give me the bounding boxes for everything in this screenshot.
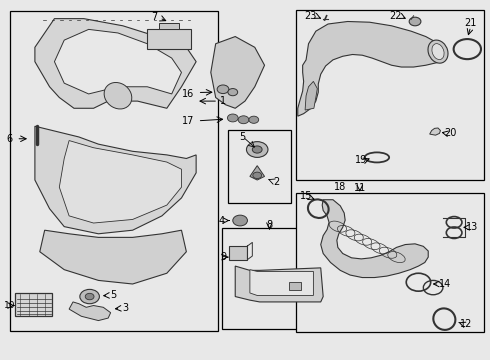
Bar (10, 12, 218, 330)
Polygon shape (430, 128, 441, 135)
Circle shape (80, 289, 99, 304)
Ellipse shape (104, 82, 132, 109)
Polygon shape (35, 19, 196, 108)
Text: 18: 18 (334, 182, 346, 192)
Bar (229, 246, 247, 260)
Text: 10: 10 (4, 301, 15, 310)
Circle shape (252, 146, 262, 153)
Text: 5: 5 (240, 132, 245, 142)
Text: 2: 2 (273, 177, 280, 187)
Text: 20: 20 (444, 129, 456, 138)
Polygon shape (250, 166, 265, 180)
Text: 14: 14 (439, 279, 451, 289)
Circle shape (233, 215, 247, 226)
Bar (296, 193, 485, 332)
Polygon shape (59, 140, 181, 223)
Text: 6: 6 (6, 134, 13, 144)
Circle shape (238, 116, 249, 124)
Text: 13: 13 (466, 222, 478, 232)
Text: 12: 12 (460, 319, 472, 329)
Bar (222, 228, 333, 329)
Bar (15, 293, 52, 316)
Text: 9: 9 (220, 252, 226, 262)
Circle shape (217, 85, 229, 94)
Polygon shape (305, 81, 318, 110)
Text: 1: 1 (220, 96, 226, 106)
Polygon shape (40, 230, 186, 284)
Text: 8: 8 (267, 220, 272, 230)
Ellipse shape (432, 44, 444, 60)
Text: 22: 22 (389, 11, 402, 21)
Polygon shape (35, 126, 196, 234)
Polygon shape (54, 30, 181, 94)
Circle shape (85, 293, 94, 300)
Polygon shape (321, 200, 428, 278)
Circle shape (249, 116, 259, 123)
Text: 23: 23 (304, 11, 316, 21)
Circle shape (228, 89, 238, 96)
Text: 21: 21 (465, 18, 477, 28)
Polygon shape (69, 302, 111, 320)
Circle shape (409, 17, 421, 26)
Polygon shape (211, 37, 265, 108)
Polygon shape (298, 22, 445, 116)
Text: 7: 7 (151, 12, 158, 22)
Bar (289, 282, 301, 290)
Text: 15: 15 (300, 191, 312, 201)
Bar (228, 130, 292, 203)
Text: 17: 17 (182, 116, 194, 126)
Polygon shape (235, 266, 323, 302)
Text: 19: 19 (355, 155, 367, 165)
Circle shape (246, 141, 268, 157)
Text: 16: 16 (182, 89, 194, 99)
Polygon shape (250, 270, 314, 296)
Text: 5: 5 (110, 291, 116, 301)
Circle shape (253, 172, 262, 179)
Text: 3: 3 (122, 303, 128, 313)
Bar (296, 10, 485, 180)
Text: 11: 11 (354, 183, 366, 193)
Bar (147, 30, 191, 49)
Text: 4: 4 (219, 216, 225, 225)
Circle shape (227, 114, 238, 122)
Ellipse shape (428, 40, 448, 63)
Bar (159, 23, 179, 30)
